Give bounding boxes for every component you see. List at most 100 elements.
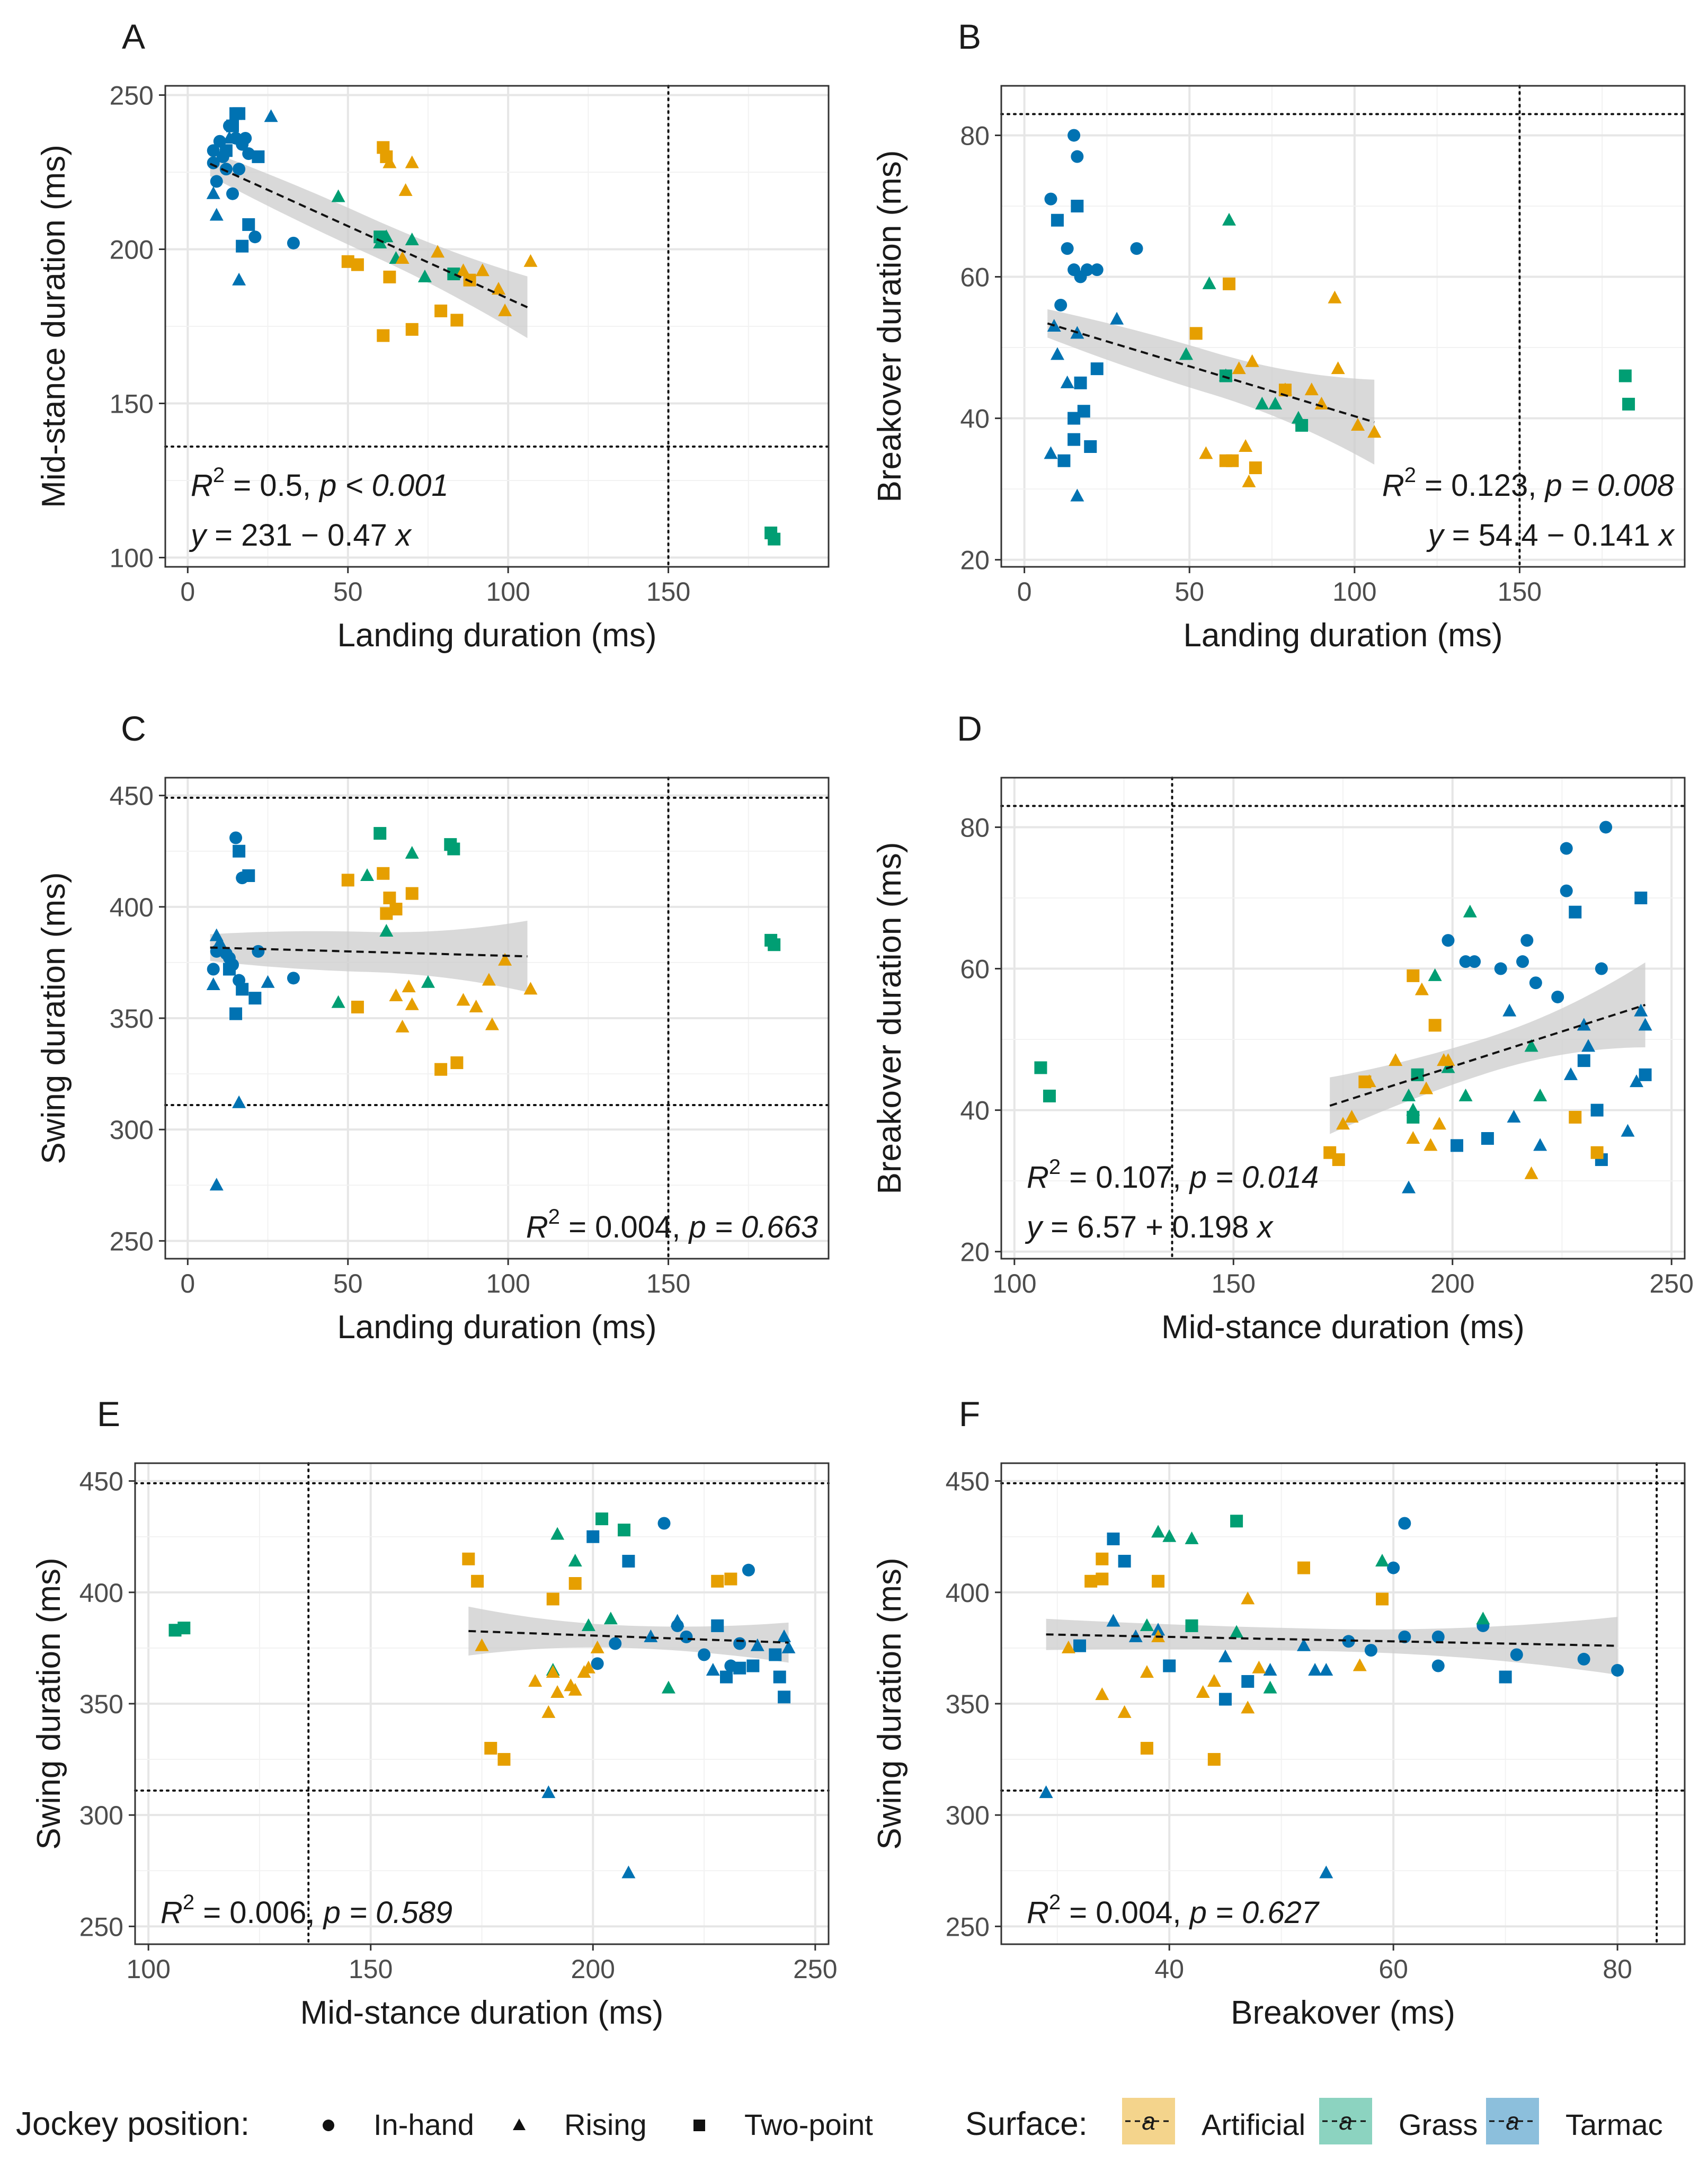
scatter-points — [206, 827, 781, 1191]
point-tarmac-circle — [609, 1637, 622, 1650]
point-grass-square — [768, 532, 781, 546]
point-tarmac-square — [1499, 1670, 1512, 1684]
svg-text:a: a — [1339, 2107, 1353, 2135]
point-tarmac-circle — [1431, 1659, 1445, 1672]
legend-jockey-label: Rising — [564, 2108, 647, 2141]
point-grass-square — [1185, 1619, 1198, 1632]
x-axis-title: Breakover (ms) — [1231, 1995, 1455, 2031]
legend-surface-title: Surface: — [965, 2106, 1088, 2142]
point-tarmac-circle — [252, 945, 265, 958]
point-tarmac-triangle — [777, 1629, 791, 1642]
x-axis-title: Mid-stance duration (ms) — [300, 1995, 664, 2031]
point-tarmac-circle — [1611, 1663, 1624, 1677]
panel-letter: A — [122, 17, 145, 56]
point-tarmac-triangle — [1060, 375, 1074, 388]
point-tarmac-circle — [1560, 842, 1573, 855]
point-artificial-square — [1223, 277, 1235, 290]
panel-b: 0 50 100 150 20 40 60 80 Landing duration (ms) Br… — [871, 17, 1686, 654]
point-tarmac-square — [1241, 1675, 1255, 1688]
point-grass-square — [768, 938, 781, 951]
point-artificial-triangle — [1140, 1665, 1154, 1678]
legend-triangle-icon — [513, 2118, 526, 2130]
point-artificial-triangle — [405, 155, 419, 168]
point-tarmac-circle — [1044, 192, 1057, 206]
point-artificial-square — [1569, 1110, 1582, 1124]
point-artificial-square — [724, 1572, 737, 1586]
y-tick-label: 350 — [946, 1689, 990, 1719]
point-grass-triangle — [379, 924, 394, 937]
y-tick-label: 100 — [110, 544, 154, 573]
stats-annotation: R2 = 0.5, p < 0.001 — [191, 464, 449, 503]
scatter-points — [206, 107, 781, 546]
point-tarmac-circle — [1364, 1644, 1377, 1657]
point-grass-triangle — [331, 189, 345, 202]
point-tarmac-square — [226, 119, 239, 132]
y-tick-label: 350 — [79, 1689, 123, 1719]
point-tarmac-triangle — [1630, 1074, 1644, 1088]
panel-border — [164, 85, 830, 568]
point-tarmac-triangle — [541, 1785, 556, 1799]
point-grass-triangle — [568, 1553, 582, 1566]
x-tick-label: 80 — [1603, 1954, 1632, 1984]
confidence-band — [210, 151, 528, 339]
point-tarmac-circle — [680, 1630, 693, 1643]
legend-square-icon — [693, 2120, 705, 2131]
point-tarmac-circle — [742, 1563, 755, 1577]
x-tick-label: 100 — [486, 1269, 530, 1298]
point-tarmac-triangle — [1577, 1018, 1591, 1031]
y-tick-label: 400 — [946, 1578, 990, 1608]
x-tick-label: 150 — [646, 1269, 690, 1298]
regression-line — [1047, 322, 1375, 423]
point-grass-triangle — [1222, 212, 1236, 226]
point-grass-triangle — [1428, 968, 1442, 981]
point-tarmac-square — [242, 218, 255, 231]
point-artificial-triangle — [1232, 361, 1246, 375]
point-artificial-square — [1152, 1574, 1165, 1588]
point-tarmac-square — [586, 1530, 600, 1543]
panel-border — [1000, 777, 1686, 1260]
point-tarmac-circle — [210, 175, 223, 188]
panel-letter: B — [958, 17, 981, 56]
point-grass-triangle — [1441, 1060, 1455, 1073]
point-tarmac-triangle — [621, 1865, 636, 1879]
point-tarmac-square — [1451, 1139, 1463, 1152]
point-artificial-square — [1332, 1153, 1345, 1167]
point-tarmac-triangle — [1044, 446, 1058, 459]
point-artificial-square — [1084, 1574, 1098, 1588]
point-artificial-square — [434, 1063, 448, 1076]
point-artificial-square — [462, 1552, 475, 1565]
y-tick-label: 80 — [960, 121, 990, 150]
point-tarmac-square — [252, 150, 265, 163]
y-tick-label: 20 — [960, 1238, 990, 1267]
point-tarmac-triangle — [1564, 1067, 1578, 1080]
y-tick-label: 450 — [946, 1467, 990, 1497]
point-artificial-square — [1226, 454, 1239, 467]
x-tick-label: 150 — [349, 1954, 393, 1984]
y-tick-label: 300 — [946, 1801, 990, 1830]
point-grass-square — [595, 1512, 609, 1526]
point-tarmac-circle — [1468, 955, 1481, 968]
y-tick-label: 20 — [960, 546, 990, 575]
point-artificial-triangle — [550, 1685, 565, 1698]
point-artificial-triangle — [498, 303, 512, 316]
y-tick-label: 350 — [110, 1004, 154, 1034]
point-artificial-square — [1096, 1552, 1109, 1565]
point-tarmac-triangle — [1151, 1623, 1166, 1636]
y-axis-title: Breakover duration (ms) — [871, 150, 908, 502]
point-artificial-triangle — [1432, 1117, 1446, 1130]
point-grass-triangle — [360, 868, 375, 881]
scatter-points — [1039, 1515, 1624, 1879]
point-artificial-square — [351, 1000, 364, 1013]
panel-a: 0 50 100 150 100 150 200 250 Landing duration (m… — [35, 17, 830, 654]
point-artificial-square — [383, 892, 396, 904]
point-artificial-triangle — [469, 999, 483, 1012]
point-tarmac-triangle — [1308, 1662, 1322, 1676]
point-artificial-triangle — [541, 1705, 556, 1718]
stats-annotation: R2 = 0.004, p = 0.627 — [1027, 1891, 1320, 1930]
point-artificial-square — [380, 150, 393, 163]
panel-letter: C — [121, 709, 146, 748]
point-artificial-square — [377, 329, 390, 342]
point-tarmac-triangle — [1533, 1138, 1547, 1151]
point-artificial-triangle — [1328, 290, 1342, 304]
